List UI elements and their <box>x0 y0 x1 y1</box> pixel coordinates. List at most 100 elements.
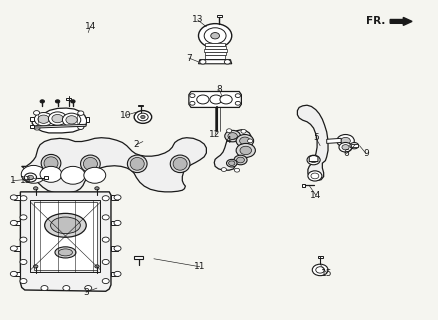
Circle shape <box>114 271 121 276</box>
Circle shape <box>198 24 231 48</box>
Polygon shape <box>198 60 231 64</box>
Circle shape <box>228 161 234 165</box>
Polygon shape <box>216 15 222 17</box>
Text: 5: 5 <box>312 133 318 142</box>
Polygon shape <box>204 46 225 49</box>
Circle shape <box>224 130 240 142</box>
Polygon shape <box>206 59 223 62</box>
Polygon shape <box>14 271 20 276</box>
Circle shape <box>78 111 84 116</box>
Polygon shape <box>66 98 71 100</box>
Circle shape <box>63 285 70 291</box>
Circle shape <box>102 237 109 242</box>
Text: 14: 14 <box>85 22 96 31</box>
Circle shape <box>52 115 63 123</box>
Polygon shape <box>30 125 33 128</box>
Ellipse shape <box>45 213 86 237</box>
Circle shape <box>204 28 226 44</box>
FancyArrow shape <box>389 17 411 25</box>
Circle shape <box>221 168 226 172</box>
Ellipse shape <box>83 157 97 170</box>
Polygon shape <box>350 144 357 147</box>
Circle shape <box>20 260 27 265</box>
Text: 3: 3 <box>83 288 89 297</box>
Circle shape <box>38 115 49 123</box>
Circle shape <box>95 187 99 190</box>
Polygon shape <box>214 130 251 170</box>
Circle shape <box>236 143 255 157</box>
Circle shape <box>209 95 222 104</box>
Circle shape <box>240 146 251 155</box>
Ellipse shape <box>81 155 100 172</box>
Polygon shape <box>326 138 340 143</box>
Circle shape <box>234 168 239 172</box>
Circle shape <box>60 166 85 184</box>
Polygon shape <box>30 117 33 121</box>
Polygon shape <box>21 138 206 193</box>
Polygon shape <box>20 192 111 291</box>
Circle shape <box>114 246 121 251</box>
Text: 12: 12 <box>209 130 220 139</box>
Text: 14: 14 <box>309 190 321 200</box>
Circle shape <box>227 133 237 140</box>
Polygon shape <box>111 220 117 225</box>
Polygon shape <box>204 52 225 55</box>
Circle shape <box>247 139 252 143</box>
Ellipse shape <box>130 157 144 170</box>
Polygon shape <box>33 124 86 128</box>
Circle shape <box>102 196 109 201</box>
Polygon shape <box>297 105 327 180</box>
Circle shape <box>33 111 39 115</box>
Circle shape <box>114 220 121 226</box>
Circle shape <box>134 111 151 123</box>
Circle shape <box>102 278 109 284</box>
Circle shape <box>349 142 358 149</box>
Polygon shape <box>205 43 224 46</box>
Circle shape <box>341 145 348 150</box>
Ellipse shape <box>170 155 190 172</box>
Circle shape <box>310 173 318 179</box>
Circle shape <box>11 195 17 200</box>
Circle shape <box>24 173 36 182</box>
Circle shape <box>196 95 208 104</box>
Circle shape <box>20 278 27 284</box>
Circle shape <box>33 265 38 268</box>
Circle shape <box>240 129 246 133</box>
Text: 13: 13 <box>191 15 203 24</box>
Circle shape <box>236 157 244 163</box>
Circle shape <box>41 285 48 291</box>
Polygon shape <box>308 156 317 162</box>
Circle shape <box>236 134 253 147</box>
Circle shape <box>11 246 17 251</box>
Text: FR.: FR. <box>366 16 385 27</box>
Circle shape <box>338 142 351 152</box>
Circle shape <box>340 137 350 144</box>
Circle shape <box>233 155 247 165</box>
Circle shape <box>239 137 250 145</box>
Circle shape <box>141 116 145 119</box>
Text: 4: 4 <box>225 136 230 145</box>
Polygon shape <box>86 117 89 122</box>
Circle shape <box>20 215 27 220</box>
Text: 6: 6 <box>343 149 349 158</box>
Polygon shape <box>188 92 241 108</box>
Circle shape <box>311 264 327 276</box>
Polygon shape <box>203 49 226 52</box>
Text: 2: 2 <box>133 140 139 149</box>
Circle shape <box>33 187 38 190</box>
Polygon shape <box>111 195 117 200</box>
Circle shape <box>20 196 27 201</box>
Circle shape <box>189 94 194 98</box>
Circle shape <box>336 134 353 147</box>
Polygon shape <box>317 256 322 258</box>
Polygon shape <box>111 271 117 276</box>
Circle shape <box>309 157 316 163</box>
Circle shape <box>62 113 81 126</box>
Polygon shape <box>14 246 20 251</box>
Circle shape <box>315 267 324 273</box>
Circle shape <box>71 100 75 103</box>
Circle shape <box>138 113 148 121</box>
Polygon shape <box>301 184 304 187</box>
Circle shape <box>11 271 17 276</box>
Ellipse shape <box>58 249 72 256</box>
